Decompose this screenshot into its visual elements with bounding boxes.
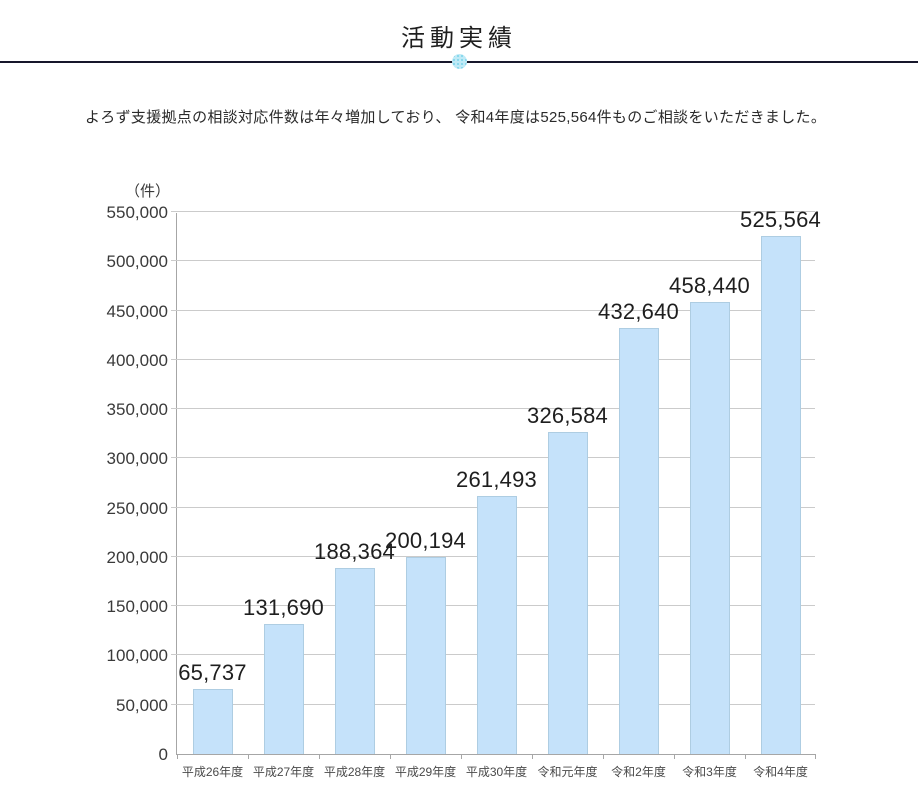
x-tick-label: 令和3年度 <box>682 765 737 779</box>
x-tick-label: 平成29年度 <box>394 765 457 779</box>
y-tick-label: 300,000 <box>106 449 168 469</box>
bar-chart: （件） 0 50,000 100,000 150,000 200,000 250,000 3… <box>0 180 918 789</box>
x-tick-label: 平成26年度 <box>181 765 244 779</box>
grid-line <box>171 408 815 410</box>
y-tick-label: 450,000 <box>106 301 168 321</box>
bar-value-label: 131,690 <box>243 595 324 621</box>
chart-description: よろず支援拠点の相談対応件数は年々増加しており、 令和4年度は525,564件も… <box>85 109 827 126</box>
y-tick-label: 0 <box>158 745 168 764</box>
bar-value-label: 200,194 <box>385 527 466 553</box>
x-axis-tick <box>319 754 320 759</box>
x-axis-tick <box>248 754 249 759</box>
x-axis-tick <box>390 754 391 759</box>
grid-line <box>171 211 815 212</box>
x-axis-tick <box>532 754 533 759</box>
grid-line <box>171 358 815 360</box>
bar-value-label: 458,440 <box>669 273 750 299</box>
x-tick-label: 令和4年度 <box>753 765 808 779</box>
bar-value-label: 326,584 <box>527 403 608 429</box>
x-axis-tick <box>745 754 746 759</box>
x-tick-label: 平成30年度 <box>465 765 528 779</box>
bar <box>405 556 446 754</box>
x-tick-label: 平成27年度 <box>252 765 315 779</box>
y-axis-unit-label: （件） <box>124 183 170 200</box>
bar-value-label: 65,737 <box>178 660 247 686</box>
y-tick-label: 50,000 <box>116 695 168 715</box>
bar <box>618 327 659 754</box>
x-axis-tick <box>603 754 604 759</box>
bar <box>334 568 375 754</box>
grid-line <box>171 309 815 311</box>
bar <box>760 236 801 754</box>
bar <box>476 496 517 754</box>
y-tick-label: 500,000 <box>106 252 168 272</box>
y-tick-label: 200,000 <box>106 547 168 567</box>
plot-area: 65,737 平成26年度 131,690 平成27年度 188,364 平成28年度 20… <box>171 207 821 779</box>
divider-accent-dot-icon <box>452 54 467 69</box>
x-tick-label: 令和元年度 <box>537 765 598 779</box>
x-tick-label: 平成28年度 <box>323 765 386 779</box>
grid-line <box>171 457 815 459</box>
y-tick-label: 400,000 <box>106 350 168 370</box>
grid-line <box>171 260 815 262</box>
x-axis-tick <box>815 754 816 759</box>
y-tick-label: 100,000 <box>106 646 168 666</box>
y-axis-labels: 0 50,000 100,000 150,000 200,000 250,000 300,0… <box>0 203 168 764</box>
bar-value-label: 261,493 <box>456 467 537 493</box>
y-tick-label: 150,000 <box>106 597 168 617</box>
x-axis-tick <box>674 754 675 759</box>
bar-value-label: 188,364 <box>314 539 395 565</box>
x-tick-label: 令和2年度 <box>611 765 666 779</box>
x-axis-tick <box>177 754 178 759</box>
bar-value-label: 525,564 <box>740 207 821 233</box>
bar <box>689 302 730 754</box>
bar-value-label: 432,640 <box>598 298 679 324</box>
bar <box>263 624 304 754</box>
page-title: 活動実績 <box>401 25 517 52</box>
x-axis-tick <box>461 754 462 759</box>
bar <box>547 432 588 754</box>
bar <box>192 689 233 754</box>
y-tick-label: 350,000 <box>106 400 168 420</box>
y-tick-label: 250,000 <box>106 498 168 518</box>
y-tick-label: 550,000 <box>106 203 168 222</box>
